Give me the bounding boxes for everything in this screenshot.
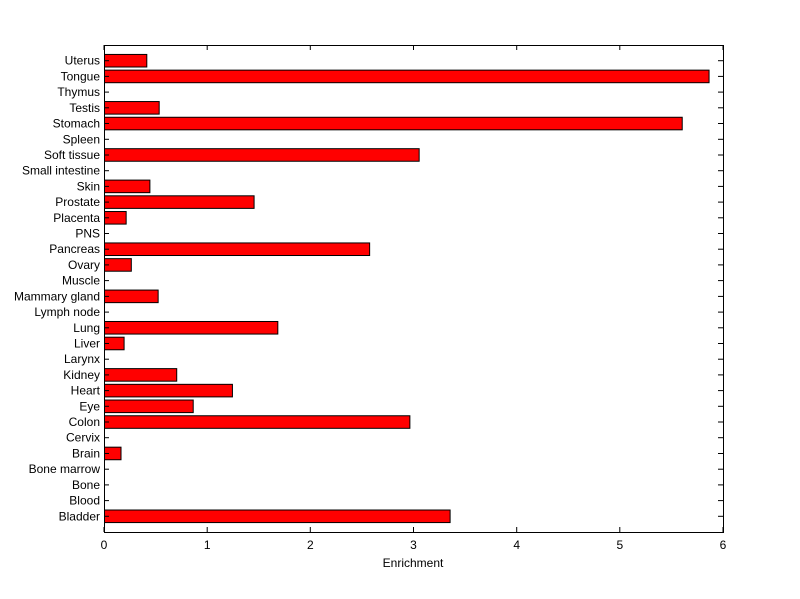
y-tick-label: Prostate [55, 195, 100, 209]
x-tick-label: 6 [720, 538, 727, 552]
y-tick-label: Cervix [66, 431, 100, 445]
x-tick-label: 2 [307, 538, 314, 552]
y-tick-label: Tongue [61, 69, 101, 83]
y-tick-label: Lung [73, 321, 100, 335]
bar-testis [104, 101, 160, 115]
bar-uterus [104, 53, 148, 68]
y-tick-label: Thymus [57, 85, 100, 99]
y-tick-label: Heart [71, 384, 101, 398]
y-tick-label: Eye [79, 399, 100, 413]
bar-tongue [104, 69, 710, 84]
x-tick-label: 5 [616, 538, 623, 552]
y-tick-label: Spleen [63, 132, 100, 146]
y-tick-label: Pancreas [49, 242, 100, 256]
y-tick-label: Soft tissue [44, 148, 100, 162]
bar-stomach [104, 116, 683, 131]
y-tick-label: Uterus [65, 54, 100, 68]
y-tick-label: Colon [69, 415, 100, 429]
x-tick-label: 3 [410, 538, 417, 552]
y-tick-label: Stomach [53, 117, 100, 131]
y-tick-label: Lymph node [34, 305, 100, 319]
x-tick-labels: 0 1 2 3 4 5 6 [101, 538, 727, 552]
bar-lung [104, 320, 279, 335]
y-tick-label: Kidney [63, 368, 100, 382]
x-tick-label: 1 [204, 538, 211, 552]
bar-eye [104, 399, 194, 414]
bar-mammary-gland [104, 289, 159, 304]
bar-colon [104, 415, 411, 429]
x-tick-label: 0 [101, 538, 108, 552]
x-axis-title: Enrichment [383, 556, 444, 570]
y-tick-label: Testis [69, 101, 100, 115]
y-tick-label: Mammary gland [14, 289, 100, 303]
bar-kidney [104, 368, 178, 382]
bar-soft-tissue [104, 148, 420, 162]
bar-prostate [104, 195, 255, 209]
y-tick-label: Liver [74, 337, 100, 351]
y-tick-label: Blood [69, 494, 100, 508]
y-tick-label: Bone marrow [29, 462, 101, 476]
y-tick-label: Placenta [53, 211, 100, 225]
y-tick-label: Skin [77, 179, 100, 193]
plot-frame [104, 45, 724, 533]
y-tick-label: Larynx [64, 352, 100, 366]
y-tick-label: Bladder [59, 509, 100, 523]
y-tick-label: Small intestine [22, 164, 100, 178]
x-tick-label: 4 [513, 538, 520, 552]
bar-heart [104, 383, 233, 398]
y-tick-label: Bone [72, 478, 100, 492]
bar-pancreas [104, 242, 371, 257]
y-tick-label: PNS [75, 227, 100, 241]
y-tick-label: Ovary [68, 258, 100, 272]
bar-bladder [104, 509, 451, 524]
y-tick-label: Brain [72, 447, 100, 461]
y-tick-label: Muscle [62, 274, 100, 288]
bar-skin [104, 179, 151, 194]
